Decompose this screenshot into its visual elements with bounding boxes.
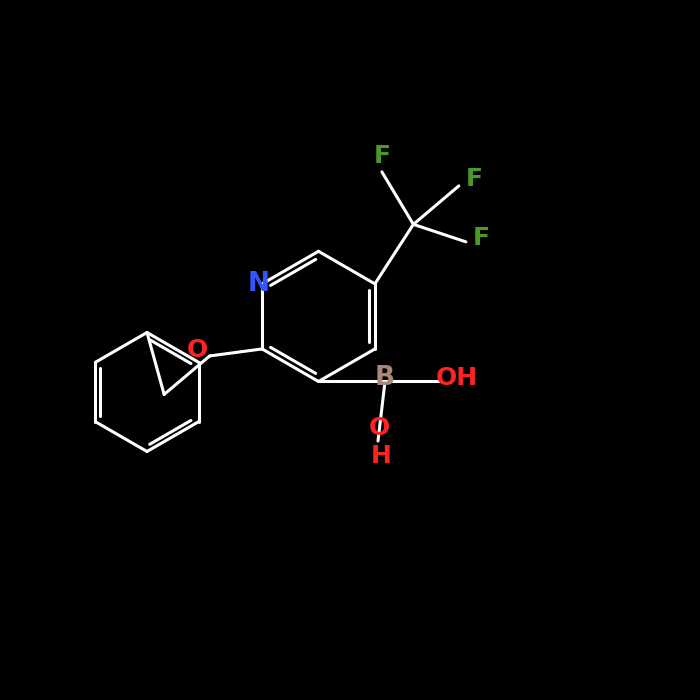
Text: F: F xyxy=(373,144,391,169)
Text: F: F xyxy=(473,226,490,251)
Text: B: B xyxy=(375,365,395,391)
Text: OH: OH xyxy=(435,366,477,390)
Text: O: O xyxy=(369,416,390,440)
Text: H: H xyxy=(370,444,391,468)
Text: N: N xyxy=(248,271,270,297)
Text: F: F xyxy=(466,167,483,191)
Text: O: O xyxy=(186,338,208,363)
